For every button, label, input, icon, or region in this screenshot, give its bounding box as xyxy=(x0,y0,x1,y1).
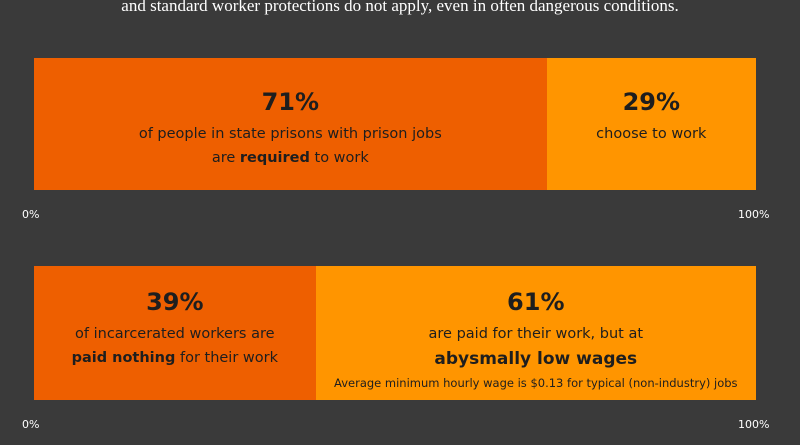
stacked-bar-required-work: 71% of people in state prisons with pris… xyxy=(34,58,756,190)
value-label-required: 71% xyxy=(261,88,320,116)
tick-label-0-row2: 0% xyxy=(22,418,40,431)
wage-footnote: Average minimum hourly wage is $0.13 for… xyxy=(334,376,738,390)
bar-segment-required: 71% of people in state prisons with pris… xyxy=(34,58,547,190)
segment-text-choose: choose to work xyxy=(596,126,707,142)
segment-text-paid-nothing-line1: of incarcerated workers are xyxy=(75,326,275,342)
tick-label-100-row1: 100% xyxy=(738,208,770,221)
segment-text-low-wages-line1: are paid for their work, but at xyxy=(428,326,644,342)
bar-segment-low-wages: 61% are paid for their work, but at abys… xyxy=(315,266,756,400)
tick-label-0-row1: 0% xyxy=(22,208,40,221)
value-label-paid-nothing: 39% xyxy=(146,288,204,316)
segment-text-required-line2: are required to work xyxy=(211,150,369,166)
value-label-choose: 29% xyxy=(622,88,681,116)
stacked-bar-wages: 39% of incarcerated workers are paid not… xyxy=(34,266,756,400)
chart-subtitle: and standard worker protections do not a… xyxy=(121,0,679,15)
segment-text-paid-nothing-line2: paid nothing for their work xyxy=(71,350,278,366)
bar-segment-paid-nothing: 39% of incarcerated workers are paid not… xyxy=(34,266,316,400)
value-label-low-wages: 61% xyxy=(507,288,565,316)
bar-segment-choose: 29% choose to work xyxy=(546,58,756,190)
segment-text-low-wages-line2: abysmally low wages xyxy=(434,349,638,369)
segment-text-required-line1: of people in state prisons with prison j… xyxy=(138,126,442,142)
tick-label-100-row2: 100% xyxy=(738,418,770,431)
